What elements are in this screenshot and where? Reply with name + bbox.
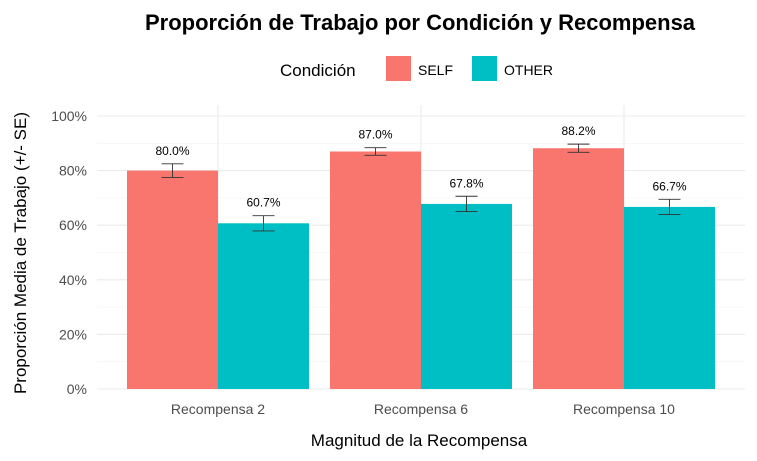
x-tick-label: Recompensa 10: [573, 401, 675, 417]
y-axis-title: Proporción Media de Trabajo (+/- SE): [11, 112, 30, 394]
data-label: 60.7%: [246, 196, 280, 210]
chart-title: Proporción de Trabajo por Condición y Re…: [145, 10, 696, 35]
bar-self: [533, 148, 624, 389]
data-label: 87.0%: [358, 128, 392, 142]
y-axis-ticks: 0% 20% 40% 60% 80% 100%: [51, 108, 87, 397]
bar-other: [624, 206, 715, 389]
y-tick-label: 60%: [59, 217, 87, 233]
bar-other: [218, 223, 309, 389]
legend-key-self: [386, 56, 411, 81]
bar-self: [330, 151, 421, 389]
error-bar: [455, 195, 478, 213]
y-tick-label: 0%: [67, 381, 87, 397]
data-label: 88.2%: [561, 124, 595, 138]
bar-other: [421, 203, 512, 389]
error-bar: [161, 163, 184, 178]
legend-title: Condición: [280, 61, 356, 80]
error-bar: [364, 147, 387, 156]
y-tick-label: 20%: [59, 326, 87, 342]
legend-label: OTHER: [504, 62, 553, 78]
legend-label: SELF: [418, 62, 453, 78]
bars: [127, 148, 715, 389]
error-bars: [161, 143, 681, 232]
bar-self: [127, 170, 218, 389]
x-axis-ticks: Recompensa 2 Recompensa 6 Recompensa 10: [171, 401, 675, 417]
error-bar: [252, 215, 275, 232]
legend: Condición SELF OTHER: [280, 56, 553, 81]
error-bar: [567, 143, 590, 153]
legend-key-other: [472, 56, 497, 81]
error-bar: [658, 198, 681, 216]
y-tick-label: 40%: [59, 272, 87, 288]
data-label: 66.7%: [652, 179, 686, 193]
x-axis-title: Magnitud de la Recompensa: [311, 431, 528, 450]
x-tick-label: Recompensa 6: [374, 401, 468, 417]
value-labels: 80.0% 87.0% 88.2% 60.7% 67.8% 66.7%: [155, 124, 686, 210]
y-tick-label: 100%: [51, 108, 87, 124]
x-tick-label: Recompensa 2: [171, 401, 265, 417]
data-label: 67.8%: [449, 176, 483, 190]
y-tick-label: 80%: [59, 163, 87, 179]
data-label: 80.0%: [155, 144, 189, 158]
